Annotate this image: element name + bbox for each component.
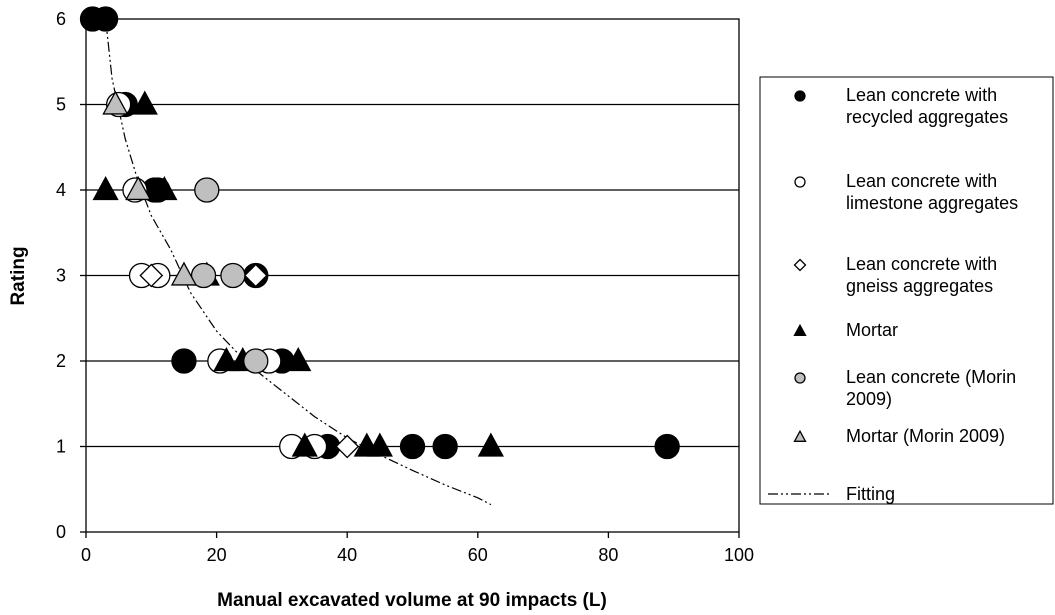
data-point-series-1 xyxy=(171,348,197,374)
x-tick-label: 0 xyxy=(81,545,91,565)
data-point-series-3 xyxy=(335,434,360,459)
legend-label: 2009) xyxy=(846,389,892,409)
legend-label: Lean concrete (Morin xyxy=(846,367,1016,387)
data-point-series-4 xyxy=(477,432,504,457)
legend-label: limestone aggregates xyxy=(846,193,1018,213)
x-tick-label: 20 xyxy=(207,545,227,565)
x-tick-label: 80 xyxy=(598,545,618,565)
data-points xyxy=(79,6,680,460)
y-tick-label: 5 xyxy=(56,95,66,115)
data-point-series-1 xyxy=(432,433,458,460)
legend-marker xyxy=(793,258,807,272)
x-tick-label: 60 xyxy=(468,545,488,565)
fit-curve-group xyxy=(105,18,492,506)
y-tick-label: 1 xyxy=(56,437,66,457)
x-tick-label: 40 xyxy=(337,545,357,565)
data-point-series-1 xyxy=(399,433,426,460)
data-point-series-1 xyxy=(654,433,680,460)
data-point-series-6 xyxy=(170,261,198,286)
legend-label: Mortar xyxy=(846,320,898,340)
x-tick-label: 100 xyxy=(724,545,754,565)
data-point-series-5 xyxy=(220,262,246,289)
legend-marker xyxy=(794,176,806,188)
y-tick-label: 6 xyxy=(56,9,66,29)
data-point-series-1 xyxy=(92,6,119,32)
fit-curve xyxy=(105,18,492,506)
legend-frame xyxy=(759,76,1054,505)
data-point-series-5 xyxy=(243,348,269,374)
legend-label: recycled aggregates xyxy=(846,107,1008,127)
legend-entry: Mortar (Morin 2009) xyxy=(793,426,1005,446)
legend-marker xyxy=(793,429,807,442)
data-point-series-6 xyxy=(125,176,152,201)
legend-label: Mortar (Morin 2009) xyxy=(846,426,1005,446)
y-tick-label: 2 xyxy=(56,351,66,371)
legend-marker xyxy=(793,323,807,336)
y-tick-label: 0 xyxy=(56,522,66,542)
data-point-series-4 xyxy=(213,347,240,372)
data-point-series-4 xyxy=(285,347,312,372)
legend-label: Lean concrete with xyxy=(846,85,997,105)
legend-marker xyxy=(794,372,806,384)
x-axis-title: Manual excavated volume at 90 impacts (L… xyxy=(217,590,607,611)
legend-label: gneiss aggregates xyxy=(846,276,993,296)
legend-label: Lean concrete with xyxy=(846,254,997,274)
data-point-series-4 xyxy=(131,90,158,115)
y-axis-title: Rating xyxy=(8,246,29,305)
data-point-series-4 xyxy=(366,432,393,457)
data-point-series-3 xyxy=(243,263,268,288)
data-point-series-6 xyxy=(102,90,129,115)
legend-entry: Fitting xyxy=(768,484,895,504)
y-tick-label: 4 xyxy=(56,180,66,200)
data-point-series-5 xyxy=(194,177,220,203)
data-point-series-4 xyxy=(291,432,318,457)
data-point-series-3 xyxy=(139,263,164,288)
legend-label: Fitting xyxy=(846,484,895,504)
y-tick-label: 3 xyxy=(56,266,66,286)
legend-marker xyxy=(794,90,806,102)
data-point-series-4 xyxy=(92,176,119,201)
data-point-series-4 xyxy=(151,176,178,201)
legend-entry: Mortar xyxy=(793,320,898,340)
legend-label: Lean concrete with xyxy=(846,171,997,191)
